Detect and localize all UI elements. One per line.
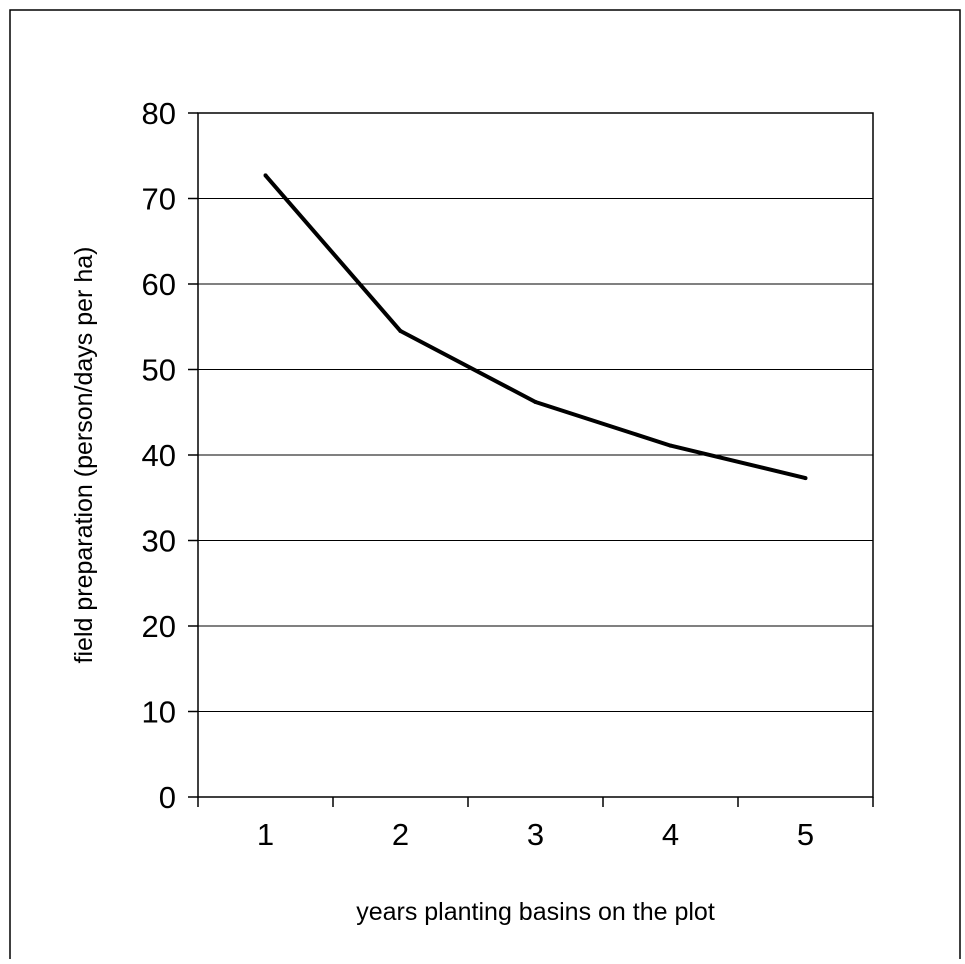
gridlines xyxy=(198,198,873,712)
y-tick-label: 40 xyxy=(142,438,176,473)
y-tick-label: 80 xyxy=(142,96,176,131)
x-tick-label: 1 xyxy=(257,817,274,852)
data-point xyxy=(668,443,673,448)
x-tick-label: 4 xyxy=(662,817,679,852)
data-point xyxy=(533,399,538,404)
x-tick-label: 5 xyxy=(797,817,814,852)
x-axis-title: years planting basins on the plot xyxy=(356,898,715,926)
x-tick-label: 3 xyxy=(527,817,544,852)
x-tick-label: 2 xyxy=(392,817,409,852)
data-point xyxy=(263,173,268,178)
y-tick-label: 60 xyxy=(142,267,176,302)
y-tick-label: 50 xyxy=(142,353,176,388)
y-tick-label: 0 xyxy=(159,780,176,815)
y-tick-label: 20 xyxy=(142,609,176,644)
y-tick-label: 70 xyxy=(142,182,176,217)
y-axis-title: field preparation (person/days per ha) xyxy=(70,247,98,664)
y-tick-label: 10 xyxy=(142,695,176,730)
chart-area-border xyxy=(9,9,961,964)
series-layer xyxy=(263,173,808,481)
x-axis: 1 2 3 4 5 xyxy=(197,797,874,852)
y-tick-label: 30 xyxy=(142,524,176,559)
data-point xyxy=(803,476,808,481)
data-point xyxy=(398,329,403,334)
y-axis: 0 10 20 30 40 50 60 70 80 xyxy=(142,96,198,815)
